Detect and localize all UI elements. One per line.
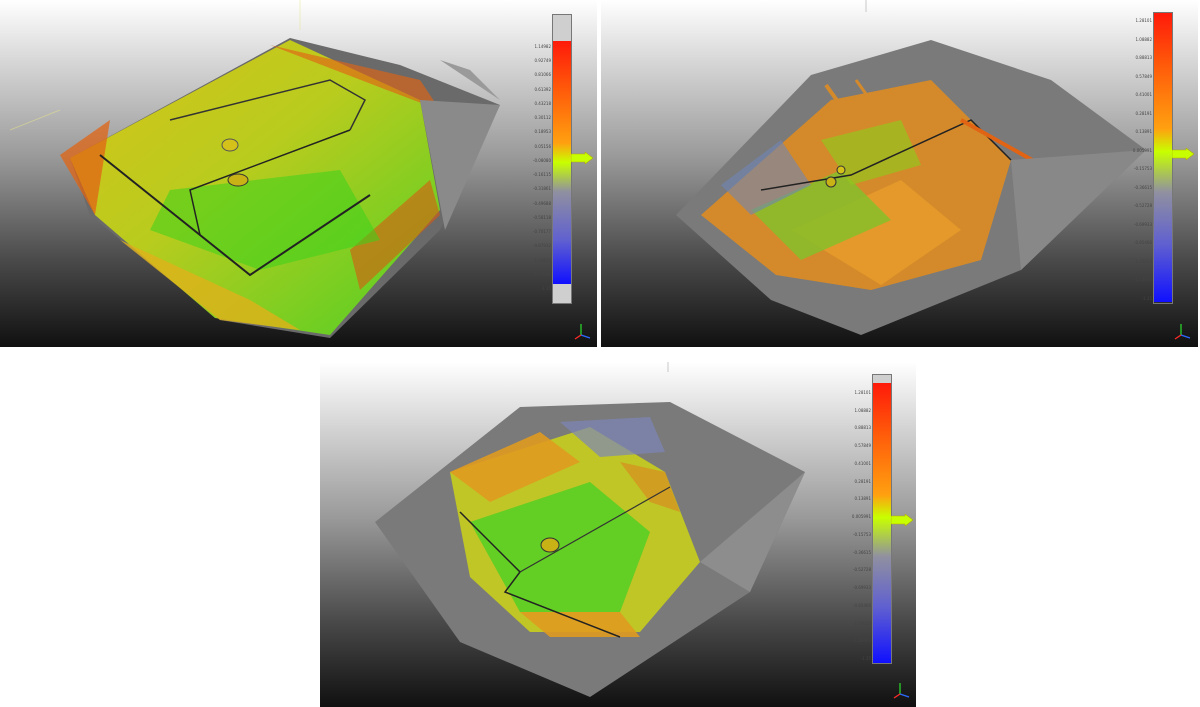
colorbar-tick-label: 0.05156 [534,143,551,149]
scalar-field-colorbar[interactable]: 1.14982 0.92749 0.81066 0.61392 0.43218 0.301… [533,14,593,304]
colorbar-tick-label: -0.36615 [1134,184,1152,190]
colorbar-tick-label: 0.005991 [851,514,871,520]
axis-gizmo-icon [1174,324,1191,340]
colorbar-tick-label: 0.28191 [854,478,871,484]
scalar-cursor-arrow-icon[interactable] [1172,148,1194,160]
colorbar-tick-label: 0.61392 [534,86,551,92]
colorbar-tick-label: 0.28191 [1135,110,1152,116]
colorbar-tick-label: -0.16115 [533,172,551,178]
colorbar-tick-label: 1.08882 [854,407,871,413]
colorbar-tick-label: -0.85466 [1134,240,1152,246]
colorbar-tick-label: 0.18953 [534,129,551,135]
colorbar-tick-label: 0.57849 [1135,73,1152,79]
colorbar-tick-label: 0.43218 [534,100,551,106]
colorbar-tick-label: -1.14986 [533,271,551,277]
colorbar-tick-label: 0.41001 [854,460,871,466]
axis-gizmo-icon [893,683,910,699]
colorbar-tick-label: -0.87932 [533,243,551,249]
point-cloud-render[interactable] [0,0,597,347]
colorbar-tick-label: -1.00835 [533,257,551,263]
viewport-bottom[interactable]: 1.28101 1.08882 0.88813 0.57849 0.41001 0.281… [320,362,916,707]
colorbar-tick-label: 1.28101 [854,390,871,395]
colorbar-tick-label: -0.08080 [533,157,551,163]
colorbar-tick-label: -0.15753 [1134,166,1152,172]
colorbar-tick-label: 0.005991 [1132,147,1152,153]
colorbar-tick-label: -0.69933 [1134,221,1152,227]
scalar-field-colorbar[interactable]: 1.28101 1.08882 0.88813 0.57849 0.41001 0.281… [1133,12,1194,304]
colorbar-tick-label: 0.30112 [534,115,551,121]
colorbar-tick-label: 0.57849 [854,443,871,449]
scalar-cursor-arrow-icon[interactable] [571,152,593,164]
colorbar-tick-label: -0.70177 [533,229,551,235]
viewport-top-right[interactable]: 1.28101 1.08882 0.88813 0.57849 0.41001 0.281… [601,0,1198,347]
colorbar-tick-label: -1.03013 [853,620,871,626]
colorbar-tick-label: 0.88813 [1135,55,1152,61]
colorbar-tick-label: -0.85466 [853,602,871,608]
scalar-field-colorbar[interactable]: 1.28101 1.08882 0.88813 0.57849 0.41001 0.281… [852,374,913,664]
colorbar-tick-label: 0.92749 [534,58,551,64]
scalar-cursor-arrow-icon[interactable] [891,514,913,526]
colorbar-tick-label: 1.14982 [534,44,551,49]
colorbar-tick-label: -0.49688 [533,200,551,206]
colorbar-tick-label: 1.08882 [1135,36,1152,42]
viewport-top-left[interactable]: 1.14982 0.92749 0.81066 0.61392 0.43218 0.301… [0,0,597,347]
colorbar-tick-label: -1.35 [1141,296,1152,301]
point-cloud-render[interactable] [320,362,916,707]
colorbar-tick-label: -1.03013 [1134,258,1152,264]
colorbar-tick-label: -0.52728 [1134,203,1152,209]
colorbar-tick-label: 0.13891 [1135,129,1152,135]
colorbar-tick-label: 1.28101 [1135,18,1152,23]
point-cloud-render[interactable] [601,0,1198,347]
colorbar-tick-label: -0.15753 [853,531,871,537]
colorbar-tick-label: -0.36615 [853,549,871,555]
colorbar-tick-label: -1.35 [540,286,551,291]
colorbar-tick-label: 0.13891 [854,496,871,502]
colorbar-tick-label: -0.31861 [533,186,551,192]
colorbar-tick-label: -1.35 [860,656,871,661]
colorbar-tick-label: 0.41001 [1135,92,1152,98]
colorbar-tick-label: -1.18699 [1134,277,1152,283]
colorbar-tick-label: -1.18699 [853,638,871,644]
colorbar-tick-label: -0.58118 [533,214,551,220]
axis-gizmo-icon [574,324,591,340]
colorbar-tick-label: 0.88813 [854,425,871,431]
colorbar-tick-label: 0.81066 [534,72,551,78]
colorbar-tick-label: -0.69933 [853,585,871,591]
colorbar-tick-label: -0.52728 [853,567,871,573]
